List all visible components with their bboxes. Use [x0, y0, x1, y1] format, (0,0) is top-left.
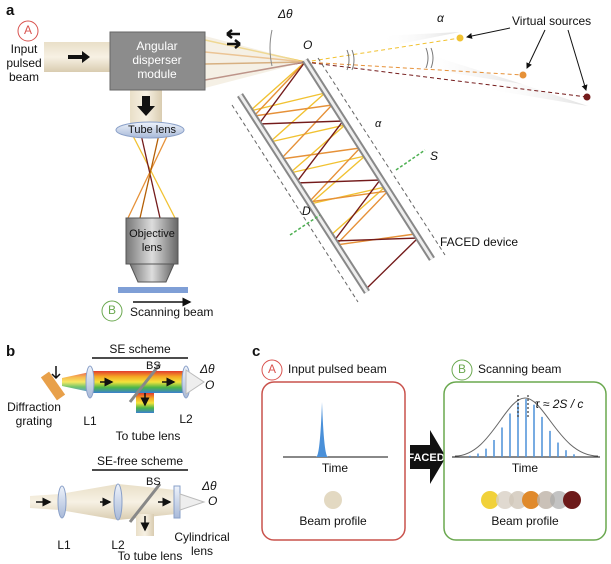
dispersed-beam: [62, 372, 90, 392]
mirror: [238, 94, 369, 293]
virtual-sources-label: Virtual sources: [512, 14, 591, 28]
scanning-beam-label: Scanning beam: [130, 305, 213, 319]
separation-s: [289, 214, 321, 236]
to-tube-lens: To tube lens: [118, 549, 183, 563]
delta-theta: Δθ: [201, 479, 217, 493]
pointer: [526, 29, 546, 69]
lens-label: L1: [57, 538, 71, 552]
mirror: [303, 59, 434, 260]
cylindrical-lens: [173, 485, 181, 519]
panel-label: c: [252, 343, 260, 360]
pulse: [316, 402, 328, 457]
input-label: Input: [11, 42, 38, 56]
input-box: [261, 381, 406, 541]
time-label: Time: [512, 461, 539, 475]
marker-a: [261, 359, 283, 381]
cylindrical-label: lens: [191, 544, 213, 558]
box-title: Input pulsed beam: [288, 362, 387, 376]
panel-label: a: [6, 2, 15, 19]
input-label: pulsed: [6, 56, 41, 70]
beam-splitter: [128, 363, 162, 403]
converging-beams: [127, 129, 176, 219]
alpha: α: [437, 11, 445, 25]
lens-label: L2: [179, 412, 193, 426]
tube-lens-label: Tube lens: [128, 124, 176, 136]
origin: O: [208, 494, 217, 508]
objective-label: Objective: [129, 228, 175, 240]
input-label: beam: [9, 70, 39, 84]
d-label: D: [302, 204, 311, 218]
time-label: Time: [322, 461, 349, 475]
module-label: Angular: [136, 39, 177, 53]
delta-theta: Δθ: [277, 7, 293, 21]
objective-tip: [129, 263, 175, 283]
angle-arc: [269, 29, 273, 67]
device-edge: [317, 57, 446, 256]
marker-text: A: [24, 23, 32, 37]
fan: [185, 369, 205, 395]
length-d: [231, 104, 359, 303]
to-tube-lens: To tube lens: [116, 429, 181, 443]
virtual-rays: [304, 32, 591, 106]
pointer: [466, 27, 511, 39]
dispersed-beams: [204, 36, 306, 88]
module-label: disperser: [132, 53, 181, 67]
scheme-title: SE scheme: [109, 342, 171, 356]
marker-a: [17, 20, 39, 42]
lens: [57, 485, 67, 519]
beam-splitter: [128, 483, 162, 523]
bs-label: BS: [146, 476, 161, 488]
beam-profile-label: Beam profile: [299, 514, 367, 528]
marker-text: B: [458, 362, 466, 376]
beam-profile-label: Beam profile: [491, 514, 559, 528]
double-arrow: [226, 29, 241, 49]
lens-label: L2: [111, 538, 125, 552]
objective-label: lens: [142, 242, 163, 254]
box-title: Scanning beam: [478, 362, 561, 376]
faced-arrow: [410, 430, 446, 484]
marker-text: A: [268, 362, 276, 376]
tau-label: τ ≈ 2S / c: [535, 397, 583, 411]
delta-theta: Δθ: [199, 362, 215, 376]
fan: [179, 493, 206, 511]
beam-spot: [324, 491, 342, 509]
lens-label: L1: [83, 414, 97, 428]
arrow: [51, 366, 61, 380]
grating-label: grating: [16, 414, 53, 428]
tube-lens: [115, 121, 185, 139]
module-label: module: [137, 67, 177, 81]
pointer: [567, 29, 588, 91]
device-label: FACED device: [440, 235, 518, 249]
objective: [125, 217, 179, 265]
lens: [113, 483, 123, 521]
arrow: [68, 51, 90, 63]
marker-b: [101, 300, 123, 322]
marker-text: B: [108, 303, 116, 317]
scheme-title: SE-free scheme: [97, 454, 183, 468]
envelope: [454, 397, 599, 457]
dispersed-beam: [90, 371, 185, 393]
cylindrical-label: Cylindrical: [174, 530, 229, 544]
panel-label: b: [6, 343, 15, 360]
stage: [118, 287, 188, 293]
faced-label: FACED: [407, 452, 444, 464]
arrow: [137, 96, 155, 116]
origin: O: [303, 38, 312, 52]
bs-label: BS: [146, 360, 161, 372]
separation-s: [395, 149, 426, 171]
lens: [85, 365, 95, 399]
origin: O: [205, 378, 214, 392]
zigzag-rays: [249, 61, 420, 291]
marker-b: [451, 359, 473, 381]
grating: [40, 371, 66, 401]
alpha: α: [375, 118, 382, 130]
s-label: S: [430, 149, 438, 163]
grating-label: Diffraction: [7, 400, 61, 414]
module-box: [109, 31, 206, 91]
beam-profile: [481, 491, 581, 509]
